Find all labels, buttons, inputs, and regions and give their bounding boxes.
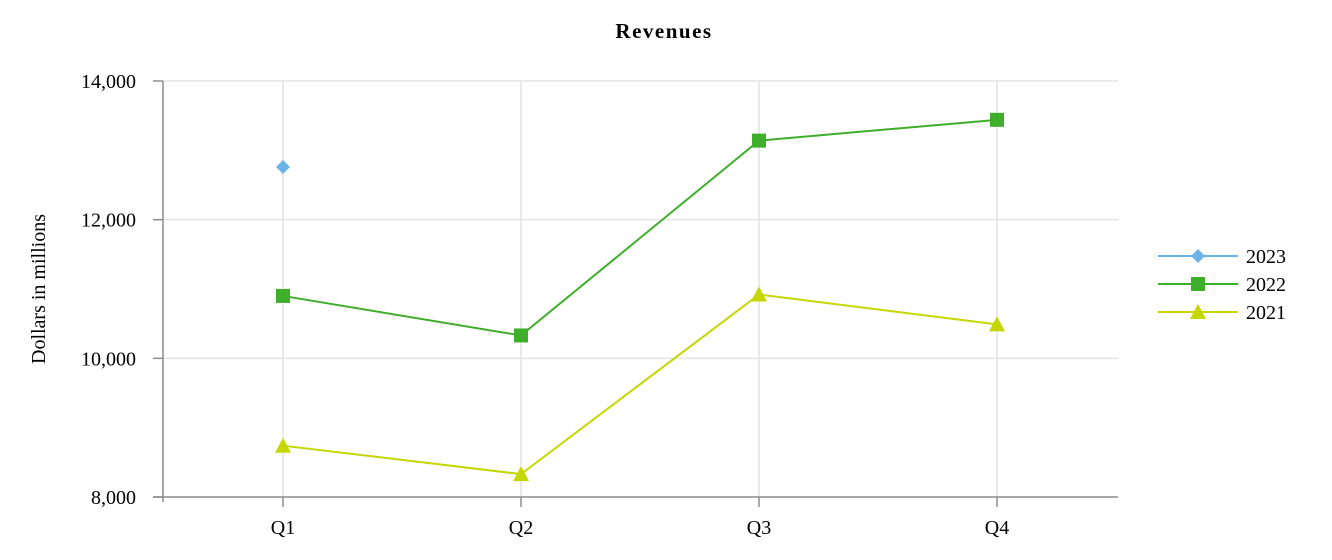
x-tick-label: Q2 bbox=[509, 517, 533, 539]
x-axis-tick-labels: Q1 Q2 Q3 Q4 bbox=[271, 517, 1009, 539]
legend: 2023 2022 2021 bbox=[1158, 246, 1286, 324]
series-2023 bbox=[276, 159, 290, 174]
diamond-marker bbox=[276, 159, 290, 174]
square-marker bbox=[752, 133, 766, 148]
legend-item-2022: 2022 bbox=[1158, 274, 1286, 296]
square-marker bbox=[1191, 277, 1205, 291]
triangle-marker bbox=[751, 286, 767, 302]
data-series bbox=[275, 112, 1005, 482]
triangle-marker bbox=[989, 316, 1005, 332]
y-tick-label: 8,000 bbox=[91, 487, 136, 509]
y-axis-title: Dollars in millions bbox=[28, 214, 50, 364]
series-line bbox=[282, 118, 998, 337]
chart-title: Revenues bbox=[615, 19, 712, 43]
square-marker bbox=[514, 328, 528, 343]
square-marker bbox=[990, 112, 1004, 127]
triangle-marker bbox=[275, 437, 291, 453]
x-tick-label: Q3 bbox=[747, 517, 771, 539]
y-tick-label: 14,000 bbox=[81, 71, 136, 93]
triangle-marker bbox=[1190, 304, 1206, 319]
series-2022 bbox=[276, 112, 1004, 343]
diamond-marker bbox=[1191, 249, 1205, 263]
triangle-marker bbox=[513, 466, 529, 482]
legend-item-2021: 2021 bbox=[1158, 302, 1286, 324]
axes bbox=[153, 80, 1118, 507]
gridlines bbox=[163, 80, 1118, 497]
x-tick-label: Q1 bbox=[271, 517, 295, 539]
y-tick-label: 12,000 bbox=[81, 210, 136, 232]
legend-item-2023: 2023 bbox=[1158, 246, 1286, 268]
series-line bbox=[282, 293, 998, 476]
y-axis-tick-labels: 8,000 10,000 12,000 14,000 bbox=[81, 71, 136, 509]
y-tick-label: 10,000 bbox=[81, 348, 136, 370]
series-2021 bbox=[275, 286, 1005, 482]
x-tick-label: Q4 bbox=[985, 517, 1009, 539]
legend-label: 2023 bbox=[1246, 246, 1286, 268]
square-marker bbox=[276, 288, 290, 303]
legend-label: 2021 bbox=[1246, 302, 1286, 324]
legend-label: 2022 bbox=[1246, 274, 1286, 296]
